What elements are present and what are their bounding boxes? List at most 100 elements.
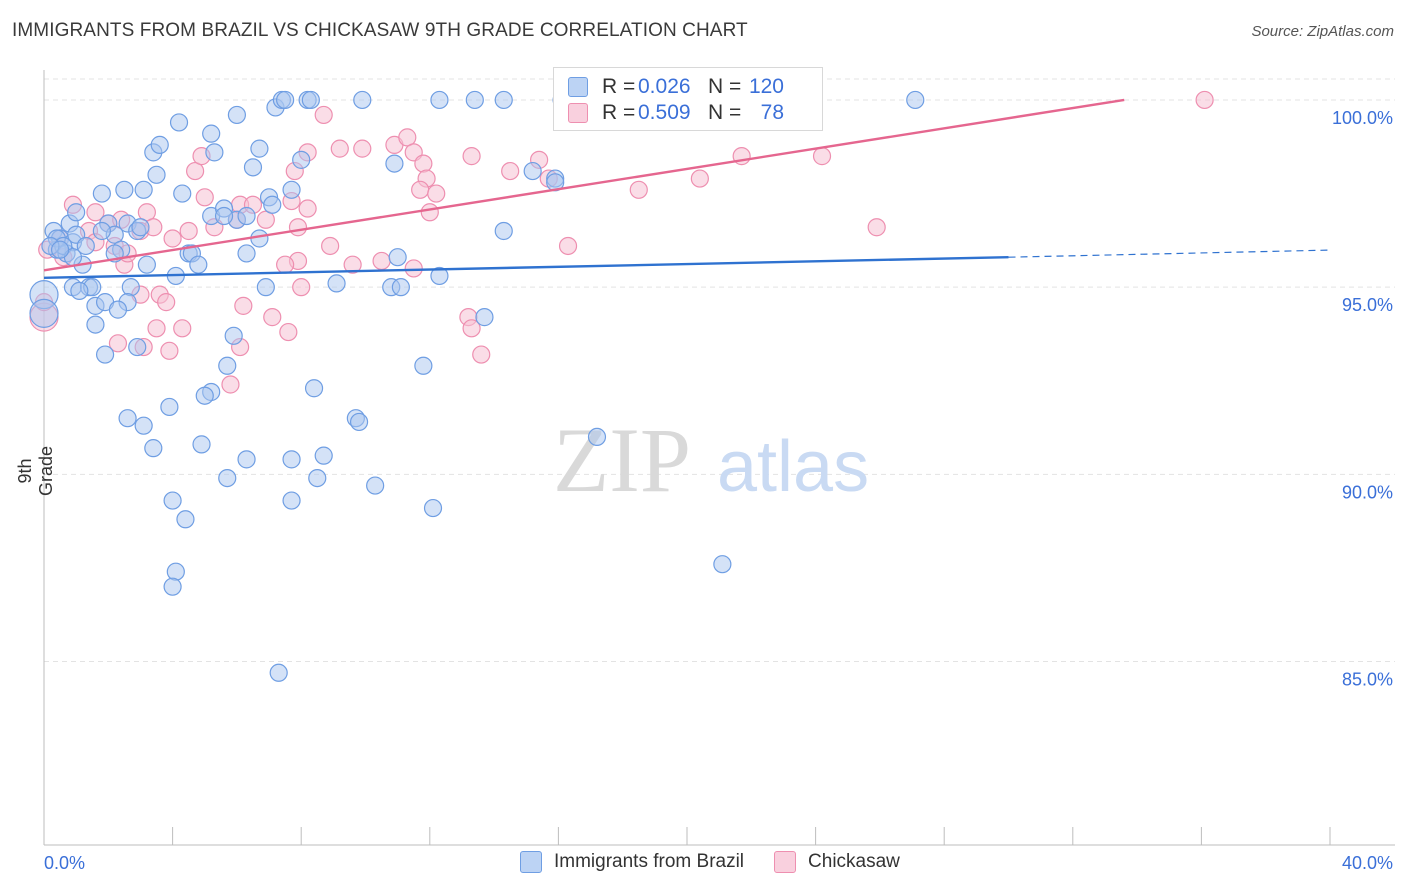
data-point-brazil (304, 379, 324, 398)
data-point-chickasaw (427, 184, 446, 203)
data-point-brazil (587, 427, 607, 447)
data-point-chickasaw (420, 203, 439, 222)
data-point-chickasaw (157, 293, 176, 312)
y-tick-label: 90.0% (1342, 482, 1393, 502)
data-point-brazil (276, 90, 295, 110)
data-point-chickasaw (186, 161, 205, 181)
data-point-chickasaw (414, 154, 433, 173)
legend-item-brazil[interactable]: Immigrants from Brazil (520, 851, 744, 873)
n-label: N = (708, 75, 742, 98)
data-point-brazil (131, 218, 150, 237)
data-point-brazil (192, 435, 211, 454)
data-point-chickasaw (812, 147, 832, 166)
data-point-brazil (86, 315, 105, 334)
data-point-brazil (366, 476, 385, 495)
data-point-chickasaw (353, 139, 372, 158)
r-value: 0.026 (638, 75, 691, 98)
stats-row-chickasaw: R = 0.509 N = 78 (568, 100, 784, 126)
data-point-brazil (430, 266, 449, 286)
data-point-chickasaw (163, 229, 182, 248)
data-point-chickasaw (179, 221, 198, 241)
data-point-brazil (282, 450, 301, 469)
swatch-brazil (568, 77, 588, 97)
data-point-brazil (243, 158, 263, 177)
watermark-atlas: atlas (717, 427, 869, 507)
data-point-chickasaw (398, 128, 417, 147)
data-point-chickasaw (195, 188, 214, 207)
data-point-brazil (128, 337, 147, 357)
series-legend: Immigrants from Brazil Chickasaw (520, 851, 930, 873)
stats-row-brazil: R = 0.026 N = 120 (568, 74, 784, 100)
data-point-brazil (327, 274, 346, 293)
data-point-chickasaw (288, 218, 308, 237)
r-value: 0.509 (638, 101, 691, 124)
data-point-brazil (76, 236, 95, 256)
data-point-brazil (214, 206, 234, 226)
data-point-chickasaw (330, 139, 349, 158)
data-point-brazil (166, 562, 185, 581)
data-point-brazil (205, 143, 224, 162)
data-point-chickasaw (462, 319, 481, 338)
source-label: Source: ZipAtlas.com (1251, 23, 1394, 40)
data-point-brazil (475, 308, 494, 327)
y-tick-label: 95.0% (1342, 295, 1393, 315)
data-point-chickasaw (173, 319, 192, 338)
y-tick-label: 100.0% (1332, 108, 1393, 128)
data-point-brazil (150, 135, 169, 154)
data-point-brazil (237, 206, 256, 226)
data-point-brazil (227, 105, 246, 125)
data-point-brazil (282, 180, 301, 199)
legend-swatch-chickasaw (774, 851, 797, 873)
data-point-chickasaw (298, 199, 317, 218)
data-point-chickasaw (629, 180, 648, 199)
data-point-brazil (70, 281, 89, 300)
data-point-chickasaw (292, 278, 311, 297)
data-point-brazil (282, 491, 301, 510)
data-point-chickasaw (160, 341, 179, 360)
data-point-chickasaw (1195, 90, 1214, 110)
swatch-chickasaw (568, 103, 588, 123)
data-point-brazil (269, 663, 288, 682)
n-label: N = (708, 101, 742, 124)
trend-line-chickasaw (43, 98, 1125, 272)
data-point-brazil (385, 154, 404, 173)
data-point-brazil (147, 165, 166, 184)
data-point-chickasaw (279, 322, 298, 342)
data-point-brazil (92, 184, 111, 203)
data-point-brazil (163, 577, 182, 596)
data-point-brazil (144, 439, 163, 458)
x-tick-label: 0.0% (44, 853, 85, 873)
data-point-brazil (118, 409, 137, 428)
data-point-brazil (163, 491, 182, 510)
legend-item-chickasaw[interactable]: Chickasaw (774, 851, 900, 873)
data-point-brazil (237, 450, 256, 469)
data-point-chickasaw (221, 375, 240, 394)
n-value: 120 (748, 75, 784, 98)
watermark: ZIP atlas (553, 409, 869, 511)
data-point-chickasaw (462, 147, 481, 166)
data-point-brazil (494, 90, 513, 110)
x-tick-label: 40.0% (1342, 853, 1393, 873)
data-point-brazil (430, 90, 449, 110)
data-point-brazil (465, 90, 484, 110)
data-point-brazil (92, 221, 111, 241)
data-point-brazil (134, 416, 153, 435)
data-point-chickasaw (321, 236, 340, 256)
data-point-brazil (173, 184, 192, 203)
data-point-chickasaw (108, 334, 128, 353)
legend-label-brazil: Immigrants from Brazil (554, 851, 745, 872)
data-point-brazil (137, 255, 156, 274)
data-point-brazil (906, 90, 925, 110)
trend-line-brazil-extension (1008, 249, 1331, 258)
trend-lines (43, 98, 1331, 279)
axes (43, 70, 1395, 846)
data-point-chickasaw (472, 345, 491, 364)
data-point-brazil (218, 468, 237, 488)
data-point-brazil (95, 345, 115, 364)
legend-label-chickasaw: Chickasaw (808, 851, 900, 872)
data-point-brazil (523, 161, 542, 181)
trend-line-brazil (43, 255, 1009, 279)
r-label: R = (602, 101, 636, 124)
data-point-brazil (108, 300, 128, 319)
data-point-chickasaw (867, 218, 886, 237)
